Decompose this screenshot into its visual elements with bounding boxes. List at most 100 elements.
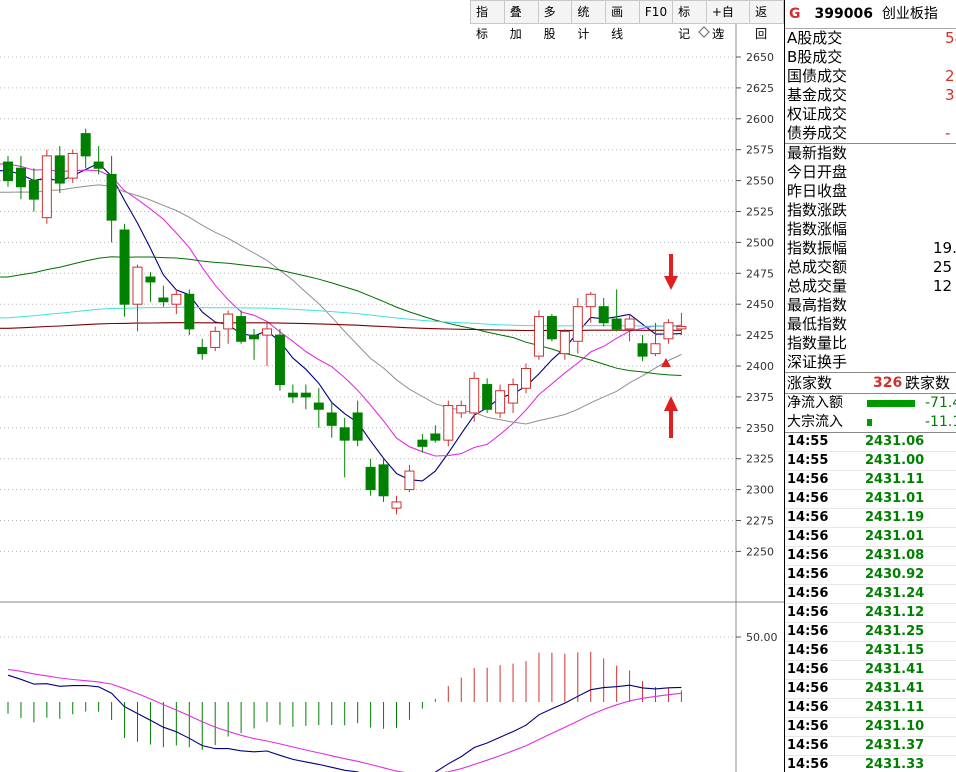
diamond-icon[interactable]: ▽ <box>698 26 725 40</box>
candle[interactable] <box>391 495 402 515</box>
candle[interactable] <box>585 291 596 323</box>
toolbar-button-8[interactable]: 返回 <box>749 0 784 41</box>
candle[interactable] <box>287 384 298 404</box>
tick-row[interactable]: 14:55 2431.00 <box>785 452 956 471</box>
tick-time: 14:56 <box>787 738 829 753</box>
tick-price: 2431.01 <box>865 491 925 506</box>
candle[interactable] <box>54 145 65 193</box>
candle[interactable] <box>15 155 26 200</box>
candle[interactable] <box>326 403 337 438</box>
candle[interactable] <box>430 425 441 443</box>
candles[interactable] <box>3 128 687 515</box>
candle[interactable] <box>417 433 428 453</box>
tick-price: 2431.01 <box>865 529 925 544</box>
tick-row[interactable]: 14:56 2431.37 <box>785 737 956 756</box>
tick-row[interactable]: 14:56 2431.41 <box>785 661 956 680</box>
candle[interactable] <box>521 363 531 394</box>
candle[interactable] <box>197 338 208 360</box>
candle[interactable] <box>184 289 195 336</box>
candle[interactable] <box>482 378 493 413</box>
tick-row[interactable]: 14:56 2431.11 <box>785 699 956 718</box>
candle[interactable] <box>378 458 389 502</box>
candle[interactable] <box>106 155 117 243</box>
candle[interactable] <box>210 326 221 352</box>
candle[interactable] <box>456 400 467 418</box>
tick-row[interactable]: 14:55 2431.06 <box>785 433 956 452</box>
stat-label: 今日开盘 <box>787 163 848 181</box>
candle[interactable] <box>495 384 506 418</box>
tick-price: 2431.19 <box>865 510 925 525</box>
candle[interactable] <box>132 264 143 332</box>
candle[interactable] <box>119 223 130 317</box>
tick-row[interactable]: 14:56 2431.01 <box>785 490 956 509</box>
tick-list[interactable]: 14:55 2431.06 14:55 2431.00 14:56 2431.11 14:5… <box>785 433 956 772</box>
candle[interactable] <box>339 417 350 478</box>
candle[interactable] <box>313 388 324 428</box>
candle[interactable] <box>93 145 104 175</box>
tick-time: 14:56 <box>787 681 829 696</box>
candle[interactable] <box>262 322 272 366</box>
candle[interactable] <box>3 155 13 187</box>
candle[interactable] <box>533 310 544 360</box>
candle[interactable] <box>676 312 687 336</box>
tick-row[interactable]: 14:56 2431.24 <box>785 585 956 604</box>
candle[interactable] <box>469 372 480 422</box>
tick-row[interactable]: 14:56 2431.11 <box>785 471 956 490</box>
block-inflow-label: 大宗流入 <box>787 414 843 430</box>
tick-price: 2431.33 <box>865 757 925 772</box>
tick-row[interactable]: 14:56 2430.92 <box>785 566 956 585</box>
candle[interactable] <box>236 310 247 344</box>
toolbar-button-5[interactable]: F10 <box>638 0 673 24</box>
toolbar-button-7[interactable]: +自选 <box>705 0 750 41</box>
candle[interactable] <box>637 335 648 362</box>
candle[interactable] <box>28 168 39 212</box>
tick-price: 2431.37 <box>865 738 925 753</box>
candle[interactable] <box>145 272 156 302</box>
toolbar-button-3[interactable]: 统计 <box>571 0 606 41</box>
candle[interactable] <box>650 322 661 357</box>
candle[interactable] <box>274 328 285 391</box>
candle[interactable] <box>598 298 609 327</box>
toolbar-button-2[interactable]: 多股 <box>537 0 572 41</box>
kline-chart[interactable]: 2650 2625 2600 2575 2550 2525 2500 2475 2450 2425… <box>0 0 784 772</box>
tick-row[interactable]: 14:56 2431.15 <box>785 642 956 661</box>
candle[interactable] <box>223 310 234 344</box>
candle[interactable] <box>300 384 311 410</box>
toolbar-button-6[interactable]: 标记 <box>672 0 706 41</box>
candle[interactable] <box>546 314 557 342</box>
candle[interactable] <box>404 464 415 493</box>
tick-row[interactable]: 14:56 2431.10 <box>785 718 956 737</box>
toolbar-button-4[interactable]: 画线 <box>605 0 639 41</box>
tick-row[interactable]: 14:56 2431.12 <box>785 604 956 623</box>
candle[interactable] <box>249 328 260 360</box>
candle[interactable] <box>624 314 635 342</box>
stat-value: 25 <box>933 258 953 276</box>
kline-chart-area[interactable]: 2650 2625 2600 2575 2550 2525 2500 2475 2450 2425… <box>0 0 784 772</box>
candle[interactable] <box>443 400 454 447</box>
tick-row[interactable]: 14:56 2431.19 <box>785 509 956 528</box>
tick-row[interactable]: 14:56 2431.08 <box>785 547 956 566</box>
candle[interactable] <box>80 128 91 169</box>
candle[interactable] <box>572 298 583 354</box>
tick-row[interactable]: 14:56 2431.33 <box>785 756 956 772</box>
net-inflow-row: 净流入额 -71.43 <box>785 394 956 413</box>
candle[interactable] <box>611 289 622 332</box>
price-axis-label: 2500 <box>746 236 774 249</box>
tick-row[interactable]: 14:56 2431.01 <box>785 528 956 547</box>
toolbar-button-0[interactable]: 指标 <box>470 0 504 41</box>
price-axis-label: 2650 <box>746 51 774 64</box>
candle[interactable] <box>365 458 376 496</box>
candle[interactable] <box>559 328 570 360</box>
tick-row[interactable]: 14:56 2431.41 <box>785 680 956 699</box>
candle[interactable] <box>352 400 363 447</box>
toolbar-button-1[interactable]: 叠加 <box>503 0 538 41</box>
candle[interactable] <box>67 149 78 184</box>
stat-value: 21 <box>945 67 956 85</box>
candle[interactable] <box>158 285 169 307</box>
candle[interactable] <box>508 378 519 413</box>
stat-row: 总成交额 25 <box>785 258 956 277</box>
tick-row[interactable]: 14:56 2431.25 <box>785 623 956 642</box>
candle[interactable] <box>663 319 674 344</box>
candle[interactable] <box>171 289 182 315</box>
candle[interactable] <box>41 149 52 224</box>
